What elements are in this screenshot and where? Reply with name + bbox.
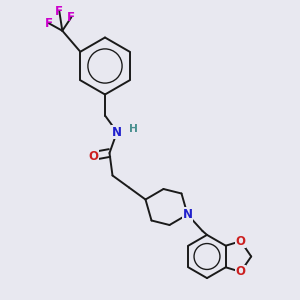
Text: O: O xyxy=(236,265,246,278)
Text: N: N xyxy=(182,208,193,221)
Text: H: H xyxy=(129,124,138,134)
Text: O: O xyxy=(236,235,246,248)
Text: O: O xyxy=(88,149,98,163)
Text: F: F xyxy=(45,17,53,30)
Text: N: N xyxy=(112,125,122,139)
Text: F: F xyxy=(55,5,63,18)
Text: F: F xyxy=(67,11,75,24)
